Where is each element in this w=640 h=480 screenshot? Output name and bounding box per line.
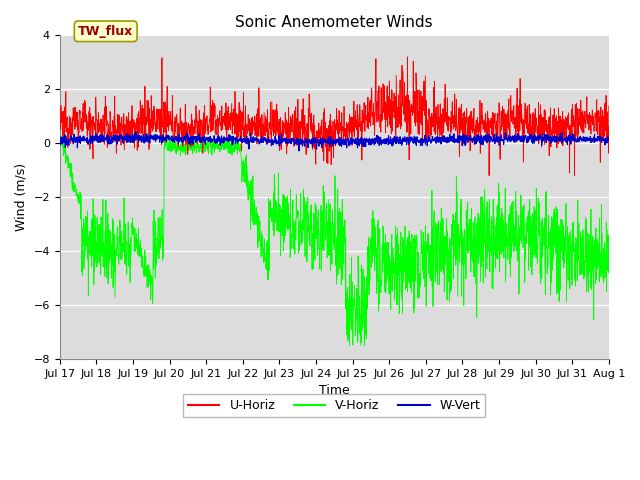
Title: Sonic Anemometer Winds: Sonic Anemometer Winds [236,15,433,30]
Legend: U-Horiz, V-Horiz, W-Vert: U-Horiz, V-Horiz, W-Vert [183,395,485,418]
Text: TW_flux: TW_flux [78,25,133,38]
Y-axis label: Wind (m/s): Wind (m/s) [15,163,28,231]
X-axis label: Time: Time [319,384,349,397]
